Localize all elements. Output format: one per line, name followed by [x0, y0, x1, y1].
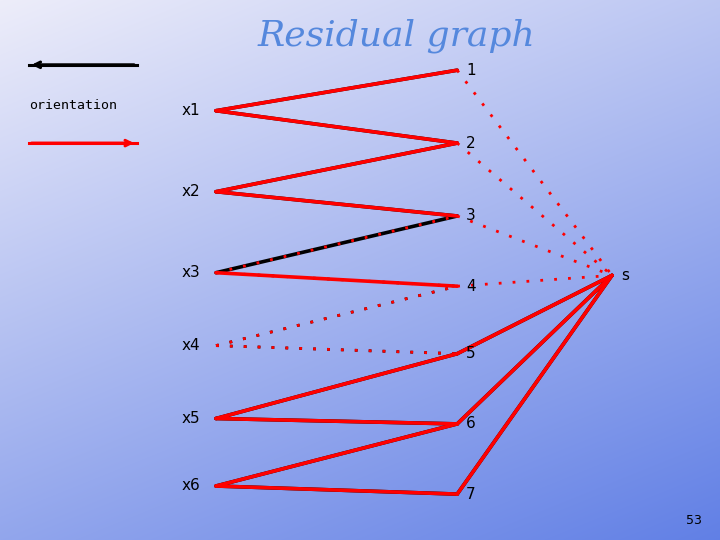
Text: x1: x1: [181, 103, 200, 118]
Text: x2: x2: [181, 184, 200, 199]
Text: x6: x6: [181, 478, 200, 494]
Text: 6: 6: [466, 416, 476, 431]
Text: x5: x5: [181, 411, 200, 426]
Text: Residual graph: Residual graph: [257, 19, 535, 53]
Text: 1: 1: [466, 63, 475, 78]
Text: orientation: orientation: [29, 99, 117, 112]
Text: x3: x3: [181, 265, 200, 280]
Text: 4: 4: [466, 279, 475, 294]
Text: 5: 5: [466, 346, 475, 361]
Text: 3: 3: [466, 208, 476, 224]
Text: s: s: [621, 268, 629, 283]
Text: 53: 53: [686, 514, 702, 526]
Text: 2: 2: [466, 136, 475, 151]
Text: x4: x4: [181, 338, 200, 353]
Text: 7: 7: [466, 487, 475, 502]
